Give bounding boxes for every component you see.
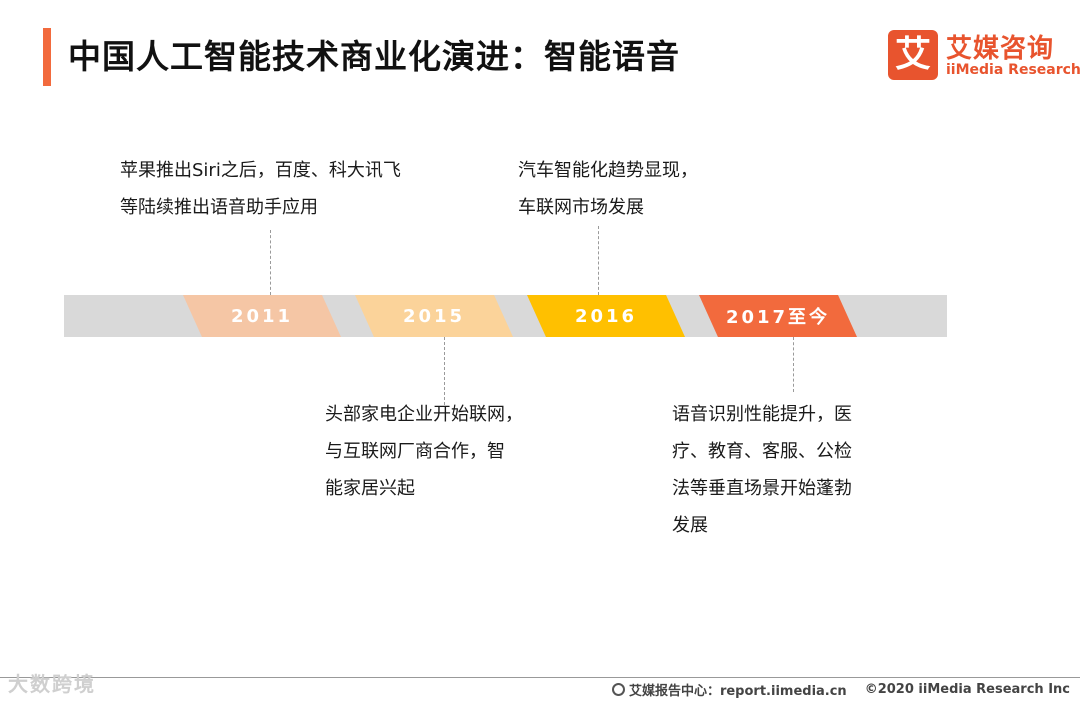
marker-label: 2017至今 — [725, 307, 831, 328]
marker-label: 2015 — [402, 305, 466, 327]
globe-icon — [611, 683, 625, 696]
note-2017-present: 语音识别性能提升，医 疗、教育、客服、公检 法等垂直场景开始蓬勃 发展 — [672, 404, 852, 536]
footer-divider — [0, 677, 1080, 678]
logo-english-name: iiMedia Research — [946, 62, 1080, 78]
timeline-marker-2017-present: 2017至今 — [699, 295, 857, 337]
logo-mark: 艾 — [888, 30, 938, 80]
watermark: 大数跨境 — [8, 672, 96, 696]
note-2016: 汽车智能化趋势显现， 车联网市场发展 — [518, 160, 698, 218]
connector-2011 — [270, 230, 271, 295]
footer-source-text: 艾媒报告中心：report.iimedia.cn — [628, 684, 847, 699]
marker-label: 2011 — [230, 305, 294, 327]
connector-2015 — [444, 337, 445, 405]
marker-label: 2016 — [574, 305, 638, 327]
logo-chinese-name: 艾媒咨询 — [946, 34, 1055, 64]
connector-2017-present — [793, 337, 794, 392]
note-2011: 苹果推出Siri之后，百度、科大讯飞 等陆续推出语音助手应用 — [120, 160, 401, 218]
footer-source: 艾媒报告中心：report.iimedia.cn ©2020 iiMedia R… — [611, 680, 1070, 699]
footer-copyright: ©2020 iiMedia Research Inc — [864, 682, 1070, 697]
page-title: 中国人工智能技术商业化演进：智能语音 — [68, 37, 680, 76]
timeline-marker-2015: 2015 — [355, 295, 513, 337]
connector-2016 — [598, 226, 599, 295]
note-2015: 头部家电企业开始联网， 与互联网厂商合作，智 能家居兴起 — [325, 404, 523, 499]
title-accent-bar — [43, 28, 51, 86]
timeline-marker-2011: 2011 — [183, 295, 341, 337]
timeline-marker-2016: 2016 — [527, 295, 685, 337]
iimedia-logo: 艾 艾媒咨询 iiMedia Research — [888, 30, 1080, 82]
